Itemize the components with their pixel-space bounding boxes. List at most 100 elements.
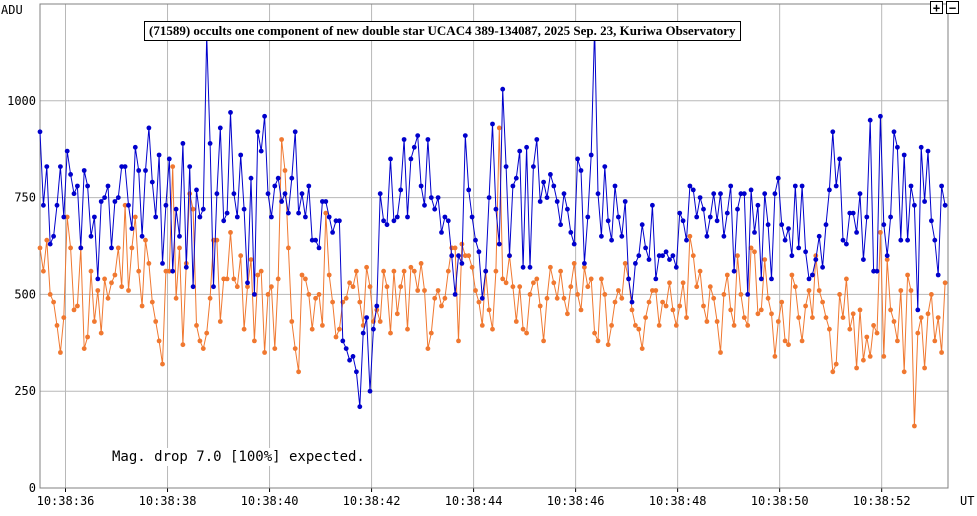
data-point xyxy=(639,222,645,228)
data-point xyxy=(163,268,169,274)
data-point xyxy=(881,222,887,228)
data-point xyxy=(41,268,46,274)
data-point xyxy=(299,272,305,278)
data-point xyxy=(901,152,907,158)
data-point xyxy=(932,338,938,344)
data-point xyxy=(680,280,686,286)
x-tick-label: 10:38:48 xyxy=(649,494,707,508)
series-line xyxy=(39,27,946,407)
data-point xyxy=(153,319,159,324)
data-point xyxy=(684,315,689,320)
data-point xyxy=(806,276,812,282)
data-point xyxy=(54,202,60,208)
data-point xyxy=(663,303,669,309)
data-point xyxy=(194,187,199,193)
data-point xyxy=(619,233,625,239)
data-point xyxy=(673,323,679,328)
data-point xyxy=(772,354,778,359)
data-point xyxy=(357,299,363,305)
data-point xyxy=(520,264,526,270)
data-point xyxy=(126,202,131,208)
data-point xyxy=(939,183,944,189)
data-point xyxy=(513,319,519,324)
data-point xyxy=(799,183,805,189)
data-point xyxy=(58,350,63,355)
data-point xyxy=(677,303,683,309)
data-point xyxy=(439,303,444,309)
data-point xyxy=(711,295,717,301)
data-point xyxy=(422,202,427,208)
y-tick-label: 1000 xyxy=(7,94,36,108)
data-point xyxy=(449,253,455,259)
data-point xyxy=(493,268,499,274)
data-point xyxy=(262,350,267,355)
data-point xyxy=(786,342,791,348)
data-point xyxy=(684,237,689,243)
data-point xyxy=(377,319,383,324)
data-point xyxy=(636,326,642,332)
data-point xyxy=(445,268,451,274)
data-point xyxy=(908,288,914,293)
data-point xyxy=(452,245,458,251)
data-point xyxy=(102,195,107,201)
data-point xyxy=(224,276,230,282)
data-point xyxy=(769,276,774,282)
data-point xyxy=(44,237,50,243)
data-point xyxy=(687,183,693,189)
data-point xyxy=(456,338,461,344)
x-tick-label: 10:38:42 xyxy=(343,494,401,508)
data-point xyxy=(847,210,853,216)
data-point xyxy=(622,199,628,204)
data-point xyxy=(64,214,70,220)
data-point xyxy=(626,276,631,282)
data-point xyxy=(544,195,550,201)
data-point xyxy=(350,284,356,290)
data-point xyxy=(929,218,934,224)
data-point xyxy=(418,261,424,266)
data-point xyxy=(364,264,369,270)
data-point xyxy=(160,261,165,266)
data-point xyxy=(707,214,713,220)
data-point xyxy=(384,284,390,290)
data-point xyxy=(405,326,410,332)
data-point xyxy=(881,354,887,359)
data-point xyxy=(854,230,859,235)
data-point xyxy=(714,218,720,224)
data-point xyxy=(252,338,257,344)
data-series xyxy=(37,24,948,429)
data-point xyxy=(568,284,574,290)
data-point xyxy=(374,303,380,309)
data-point xyxy=(789,253,795,259)
data-point xyxy=(476,299,482,305)
zoom-out-button[interactable]: − xyxy=(946,1,959,14)
data-point xyxy=(775,319,781,324)
data-point xyxy=(466,187,472,193)
data-point xyxy=(905,237,910,243)
data-point xyxy=(816,233,822,239)
data-point xyxy=(616,214,621,220)
data-point xyxy=(47,241,53,247)
data-point xyxy=(197,338,203,344)
data-point xyxy=(432,295,438,301)
data-point xyxy=(901,369,907,375)
data-point xyxy=(265,191,271,197)
data-point xyxy=(61,315,67,320)
data-point xyxy=(792,284,798,290)
data-point xyxy=(394,214,400,220)
data-point xyxy=(357,404,363,410)
data-point xyxy=(667,257,672,262)
data-point xyxy=(105,295,111,301)
data-point xyxy=(221,276,227,282)
data-point xyxy=(735,206,740,212)
data-point xyxy=(306,292,312,297)
data-point xyxy=(799,338,805,344)
data-point xyxy=(646,257,652,262)
series-1 xyxy=(37,125,948,429)
data-point xyxy=(95,276,101,282)
data-point xyxy=(415,288,421,293)
data-point xyxy=(170,164,176,170)
data-point xyxy=(823,222,829,228)
data-point xyxy=(779,299,785,305)
data-point xyxy=(272,346,278,351)
zoom-in-button[interactable]: + xyxy=(930,1,943,14)
